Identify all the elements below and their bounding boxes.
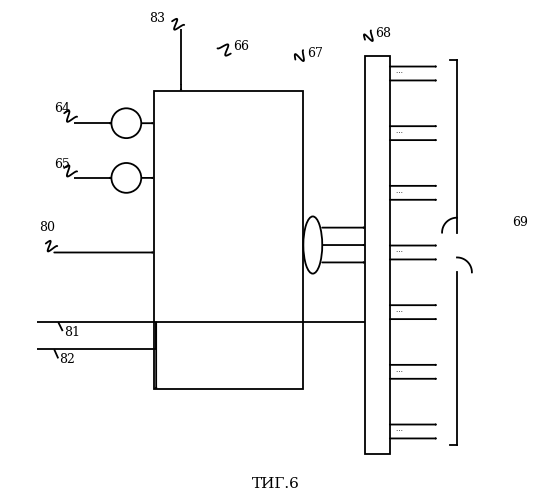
Text: ⋯: ⋯ [395, 130, 402, 136]
Text: 65: 65 [54, 158, 70, 171]
Text: ⋯: ⋯ [395, 369, 402, 375]
Text: 81: 81 [64, 326, 80, 338]
Text: ⋯: ⋯ [395, 428, 402, 434]
Text: 82: 82 [59, 353, 74, 366]
Text: 68: 68 [375, 27, 391, 40]
Bar [365, 56, 390, 454]
Text: 67: 67 [307, 47, 323, 60]
Text: 80: 80 [39, 221, 55, 234]
Text: 66: 66 [233, 40, 249, 52]
Text: 83: 83 [149, 12, 165, 26]
Text: ΤИГ.6: ΤИГ.6 [252, 476, 299, 490]
Text: ⋯: ⋯ [395, 70, 402, 76]
Circle shape [111, 108, 141, 138]
Circle shape [111, 163, 141, 193]
Bar [154, 91, 303, 389]
Text: ⋯: ⋯ [395, 309, 402, 315]
Text: 64: 64 [54, 102, 70, 115]
Text: ⋯: ⋯ [395, 250, 402, 256]
Text: 69: 69 [512, 216, 527, 229]
Text: ⋯: ⋯ [395, 190, 402, 196]
Ellipse shape [304, 216, 322, 274]
